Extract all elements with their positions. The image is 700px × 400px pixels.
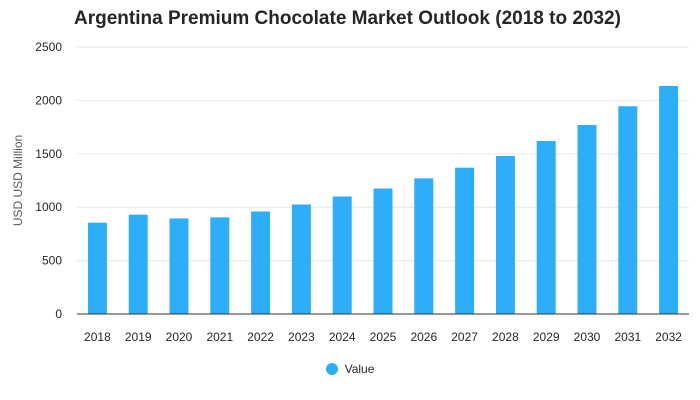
bar-2023: [291, 204, 311, 314]
x-tick-label: 2030: [574, 330, 601, 344]
y-tick-label: 1000: [35, 200, 62, 214]
x-tick-label: 2029: [533, 330, 560, 344]
chart-title: Argentina Premium Chocolate Market Outlo…: [74, 8, 621, 29]
x-tick-label: 2018: [84, 330, 111, 344]
legend: Value: [0, 362, 700, 376]
bar-2031: [618, 106, 638, 314]
y-axis-title: USD USD Million: [11, 135, 25, 226]
bar-2025: [373, 188, 393, 314]
x-tick-label: 2020: [166, 330, 193, 344]
bar-series: [87, 85, 679, 315]
y-tick-label: 0: [55, 307, 62, 321]
bar-2028: [495, 155, 515, 314]
bar-2020: [169, 218, 189, 314]
y-tick-label: 500: [42, 254, 62, 268]
x-tick-label: 2032: [655, 330, 682, 344]
x-axis-tick-labels: 2018 2019 2020 2021 2022 2023 2024 2025 2026 2027…: [84, 330, 682, 344]
x-tick-label: 2021: [206, 330, 233, 344]
x-tick-label: 2022: [247, 330, 274, 344]
bar-2026: [414, 178, 434, 314]
y-tick-label: 1500: [35, 147, 62, 161]
bar-2024: [332, 196, 352, 314]
x-tick-label: 2031: [614, 330, 641, 344]
bar-2029: [536, 140, 556, 314]
bar-2019: [128, 214, 148, 314]
x-tick-label: 2027: [451, 330, 478, 344]
bar-2022: [251, 211, 271, 314]
legend-swatch-icon: [325, 363, 338, 375]
bar-2021: [210, 217, 230, 314]
x-tick-label: 2023: [288, 330, 315, 344]
bar-2018: [87, 222, 107, 314]
bar-2027: [455, 167, 475, 314]
x-tick-label: 2025: [370, 330, 397, 344]
x-tick-label: 2028: [492, 330, 519, 344]
x-tick-label: 2024: [329, 330, 356, 344]
x-tick-label: 2026: [410, 330, 437, 344]
y-tick-label: 2500: [35, 40, 62, 54]
y-axis-tick-labels: 0 500 1000 1500 2000 2500: [35, 40, 62, 321]
y-tick-label: 2000: [35, 93, 62, 107]
x-tick-label: 2019: [125, 330, 152, 344]
legend-label: Value: [344, 362, 375, 376]
bar-2032: [659, 85, 679, 315]
bar-2030: [577, 124, 597, 315]
